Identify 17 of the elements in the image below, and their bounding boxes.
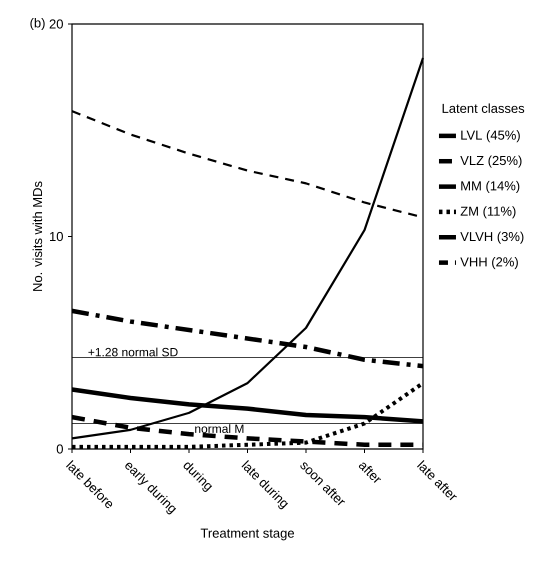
y-axis-title: No. visits with MDs — [32, 181, 42, 291]
y-tick-label: 20 — [50, 19, 63, 29]
legend-label: VLVH (3%) — [460, 232, 524, 244]
legend-label: ZM (11%) — [460, 206, 516, 218]
y-tick-label: 10 — [50, 232, 63, 242]
x-axis-title: Treatment stage — [200, 528, 294, 540]
legend-label: VLZ (25%) — [460, 156, 522, 168]
ref-line-label: normal M — [195, 424, 244, 434]
ref-line-label: +1.28 normal SD — [88, 348, 178, 356]
legend-label: MM (14%) — [461, 180, 520, 193]
chart-title: (b) — [30, 18, 45, 30]
legend-label: LVL (45%) — [461, 130, 520, 142]
y-tick-label: 0 — [56, 444, 63, 454]
x-tick-label: late after — [416, 460, 457, 500]
legend-title: Latent classes — [442, 103, 524, 113]
legend-label: VHH (2%) — [460, 256, 518, 270]
x-tick-label: after — [358, 462, 381, 483]
